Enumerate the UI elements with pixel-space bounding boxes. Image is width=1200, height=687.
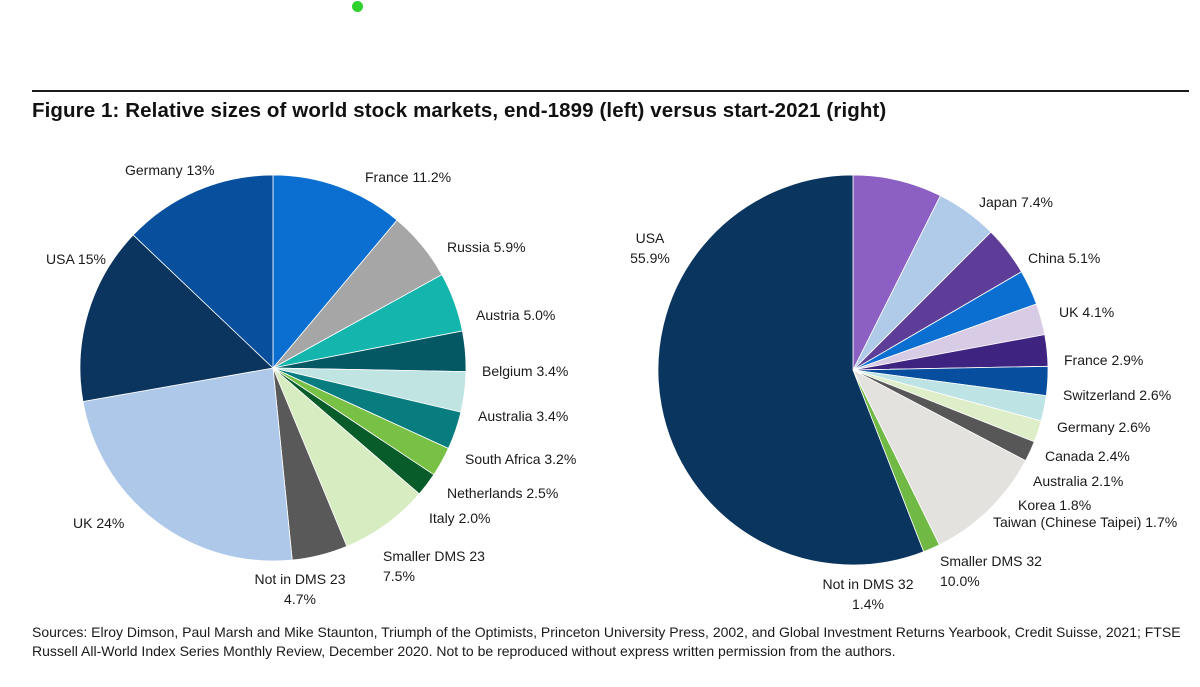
pie-2021-label-smaller-dms-32: Smaller DMS 32 10.0% xyxy=(940,553,1042,589)
pie-2021-slice-smaller-dms-32 xyxy=(852,369,1027,546)
pie-1899-slice-germany xyxy=(132,174,274,369)
pie-2021-label-china: China 5.1% xyxy=(1028,250,1100,266)
pie-1899-slice-france xyxy=(272,174,398,370)
pie-2021-label-switzerland: Switzerland 2.6% xyxy=(1063,387,1171,403)
pie-1899-label-australia: Australia 3.4% xyxy=(478,408,568,424)
figure-title: Figure 1: Relative sizes of world stock … xyxy=(32,99,887,122)
pie-1899-label-smaller-dms-23: Smaller DMS 23 7.5% xyxy=(383,548,485,584)
pie-1899-label-austria: Austria 5.0% xyxy=(476,307,555,323)
pie-1899-label-belgium: Belgium 3.4% xyxy=(482,363,568,379)
pie-1899-label-south-africa: South Africa 3.2% xyxy=(465,451,576,467)
pie-2021-label-taiwan-chinese-taipei: Taiwan (Chinese Taipei) 1.7% xyxy=(993,514,1177,530)
pie-2021 xyxy=(657,174,1049,566)
pie-1899-slice-uk xyxy=(82,367,293,562)
title-rule xyxy=(32,90,1189,92)
status-dot xyxy=(352,1,363,12)
pie-1899-label-russia: Russia 5.9% xyxy=(447,239,526,255)
pie-1899-label-uk: UK 24% xyxy=(73,515,124,531)
pie-1899 xyxy=(79,174,467,562)
pie-1899-label-germany: Germany 13% xyxy=(125,162,214,178)
pie-1899-label-italy: Italy 2.0% xyxy=(429,510,490,526)
pie-2021-label-korea: Korea 1.8% xyxy=(1018,497,1091,513)
slice-labels: France 11.2% Russia 5.9% Austria 5.0% Belgi… xyxy=(46,162,1177,612)
pie-2021-label-usa: USA 55.9% xyxy=(630,230,670,266)
pie-1899-label-netherlands: Netherlands 2.5% xyxy=(447,485,558,501)
pie-2021-label-uk: UK 4.1% xyxy=(1059,304,1114,320)
pie-2021-slice-usa xyxy=(657,174,925,566)
source-note: Sources: Elroy Dimson, Paul Marsh and Mi… xyxy=(32,624,1181,659)
pie-1899-label-usa: USA 15% xyxy=(46,251,106,267)
pie-1899-label-france: France 11.2% xyxy=(365,169,451,185)
pie-1899-label-not-in-dms-23: Not in DMS 23 4.7% xyxy=(254,571,345,607)
pie-2021-label-australia: Australia 2.1% xyxy=(1033,473,1123,489)
pie-2021-label-germany: Germany 2.6% xyxy=(1057,419,1150,435)
pie-1899-slice-usa xyxy=(79,234,274,402)
pie-2021-label-japan: Japan 7.4% xyxy=(979,194,1053,210)
pie-2021-label-canada: Canada 2.4% xyxy=(1045,448,1130,464)
pie-2021-label-france: France 2.9% xyxy=(1064,352,1143,368)
pie-2021-label-not-in-dms-32: Not in DMS 32 1.4% xyxy=(822,576,913,612)
